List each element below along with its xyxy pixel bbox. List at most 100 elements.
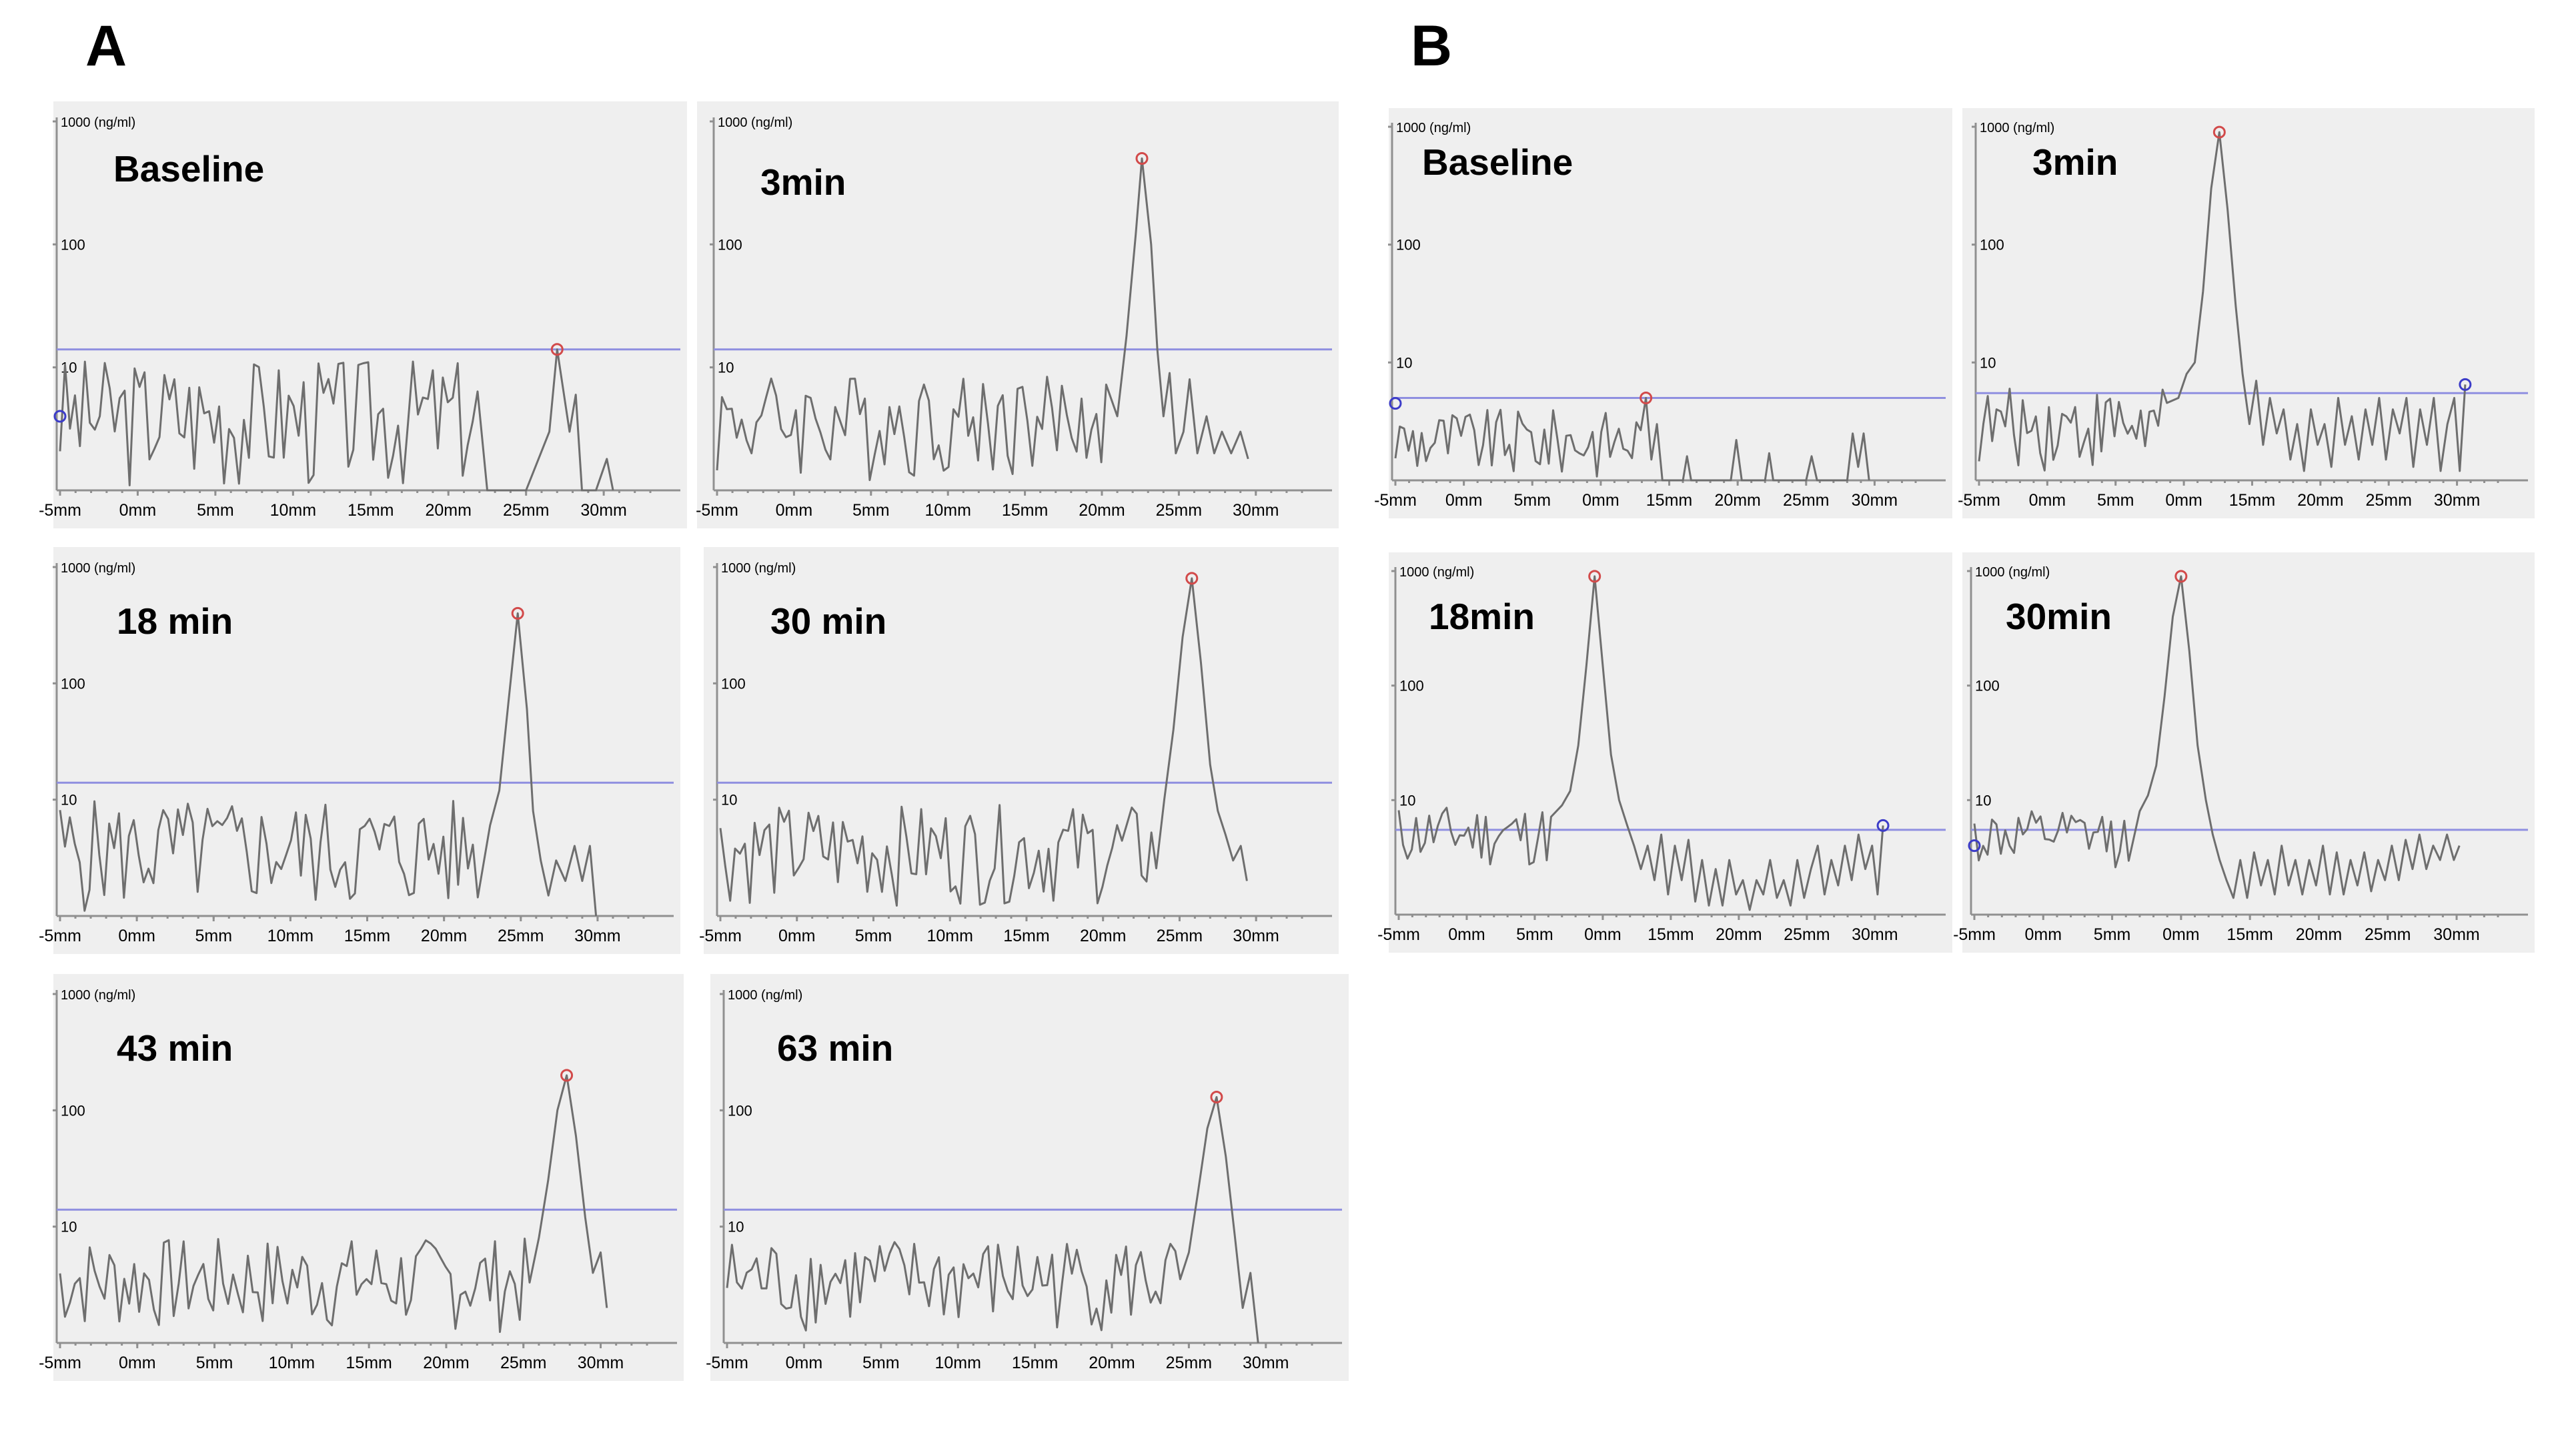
chart-b-3: 1000 (ng/ml) 100 10 -5mm 0mm 5mm 0mm 15mm 20mm 25… [1377, 552, 1952, 953]
chart-svg: 1000 (ng/ml) 100 10 -5mm 0mm 5mm 0mm 15mm 20mm 25… [1377, 565, 1946, 944]
chart-b-2: 1000 (ng/ml) 100 10 -5mm 0mm 5mm 0mm 15mm 20mm 25… [1958, 108, 2535, 518]
x-tick-label: 0mm [118, 927, 155, 945]
y-tick-label: 10 [1980, 354, 1996, 371]
chart-title: 3min [2032, 141, 2118, 183]
x-tick-label: 15mm [1648, 925, 1694, 944]
x-tick-label: 0mm [2165, 491, 2202, 510]
x-tick-label: 0mm [778, 927, 816, 945]
x-tick-label: 5mm [197, 501, 234, 520]
x-tick-label: -5mm [39, 501, 81, 520]
x-tick-label: 25mm [503, 501, 549, 520]
y-axis-label: 1000 (ng/ml) [721, 561, 796, 576]
y-axis-label: 1000 (ng/ml) [1980, 121, 2054, 135]
red-peak-marker [1135, 151, 1149, 165]
x-tick-label: 15mm [1012, 1354, 1058, 1372]
y-tick-label: 100 [1975, 678, 2000, 694]
y-tick-label: 100 [1980, 237, 2004, 254]
y-tick-label: 10 [1399, 792, 1415, 809]
y-axis-label: 1000 (ng/ml) [1975, 565, 2050, 580]
x-tick-label: 30mm [574, 927, 620, 945]
chart-title: 43 min [117, 1027, 233, 1069]
red-peak-marker [1210, 1090, 1223, 1103]
x-tick-label: 25mm [1784, 925, 1830, 944]
x-tick-label: 10mm [267, 927, 313, 945]
concentration-trace [1973, 575, 2461, 899]
x-tick-label: 20mm [2297, 491, 2343, 510]
chart-a-2: 1000 (ng/ml) 100 10 -5mm 0mm 5mm 10mm 15mm 20mm 2… [696, 101, 1339, 528]
y-axis-label: 1000 (ng/ml) [1396, 121, 1471, 135]
x-tick-label: 0mm [1584, 925, 1622, 944]
y-tick-label: 100 [728, 1102, 752, 1119]
x-tick-label: 30mm [1852, 491, 1898, 510]
x-tick-label: 0mm [786, 1354, 823, 1372]
y-tick-label: 10 [61, 792, 77, 809]
chart-a-4: 1000 (ng/ml) 100 10 -5mm 0mm 5mm 10mm 15mm 20mm 2… [699, 547, 1339, 954]
x-tick-label: 5mm [852, 501, 890, 520]
y-tick-label: 10 [728, 1219, 744, 1236]
y-tick-label: 100 [61, 1102, 85, 1119]
chart-title: Baseline [113, 148, 264, 189]
x-tick-label: 30mm [580, 501, 626, 520]
red-peak-marker [511, 606, 524, 620]
x-tick-label: 0mm [1445, 491, 1483, 510]
x-tick-label: 10mm [270, 501, 316, 520]
concentration-trace [719, 577, 1248, 907]
chart-a-5: 1000 (ng/ml) 100 10 -5mm 0mm 5mm 10mm 15mm 20mm 2… [39, 974, 684, 1381]
x-tick-label: 5mm [195, 927, 232, 945]
red-peak-marker [560, 1069, 574, 1082]
y-axis-label: 1000 (ng/ml) [728, 988, 802, 1003]
x-tick-label: 10mm [269, 1354, 315, 1372]
x-tick-label: 15mm [1002, 501, 1048, 520]
x-tick-label: 20mm [2296, 925, 2342, 944]
chart-title: 30min [2006, 596, 2112, 637]
x-tick-label: 10mm [924, 501, 971, 520]
x-tick-label: 5mm [855, 927, 892, 945]
y-tick-label: 100 [718, 236, 742, 253]
y-axis-label: 1000 (ng/ml) [61, 988, 135, 1003]
concentration-trace [726, 1096, 1259, 1344]
chart-svg: 1000 (ng/ml) 100 10 -5mm 0mm 5mm 10mm 15mm 20mm 2… [706, 988, 1342, 1372]
red-peak-marker [550, 343, 564, 356]
x-tick-label: 5mm [1516, 925, 1553, 944]
x-tick-label: 0mm [119, 501, 157, 520]
x-tick-label: 0mm [1448, 925, 1485, 944]
y-tick-label: 100 [61, 675, 85, 692]
x-tick-label: 25mm [498, 927, 544, 945]
x-tick-label: 20mm [421, 927, 467, 945]
panel-letter-b: B [1411, 14, 1453, 78]
y-axis-label: 1000 (ng/ml) [61, 115, 135, 130]
x-tick-label: -5mm [696, 501, 738, 520]
x-tick-label: 30mm [2433, 925, 2479, 944]
x-tick-label: 30mm [578, 1354, 624, 1372]
x-tick-label: 10mm [926, 927, 973, 945]
panel-letter-a: A [85, 14, 127, 78]
x-tick-label: 20mm [426, 501, 472, 520]
chart-b-4: 1000 (ng/ml) 100 10 -5mm 0mm 5mm 0mm 15mm 20mm 25… [1953, 552, 2535, 953]
concentration-trace [59, 1074, 608, 1333]
chart-svg: 1000 (ng/ml) 100 10 -5mm 0mm 5mm 10mm 15mm 20mm 2… [39, 115, 680, 520]
y-tick-label: 100 [1396, 237, 1421, 254]
y-axis-label: 1000 (ng/ml) [718, 115, 792, 130]
chart-title: 63 min [777, 1027, 893, 1069]
x-tick-label: 20mm [1089, 1354, 1135, 1372]
chart-svg: 1000 (ng/ml) 100 10 -5mm 0mm 5mm 0mm 15mm 20mm 25… [1958, 121, 2528, 510]
x-tick-label: -5mm [1374, 491, 1417, 510]
x-tick-label: 25mm [500, 1354, 546, 1372]
chart-svg: 1000 (ng/ml) 100 10 -5mm 0mm 5mm 10mm 15mm 20mm 2… [39, 988, 677, 1372]
y-tick-label: 10 [1975, 792, 1991, 809]
x-tick-label: 15mm [1646, 491, 1692, 510]
x-tick-label: -5mm [1377, 925, 1420, 944]
concentration-trace [1394, 397, 1870, 482]
x-tick-label: -5mm [39, 927, 81, 945]
chart-title: 18 min [117, 600, 233, 642]
chart-svg: 1000 (ng/ml) 100 10 -5mm 0mm 5mm 0mm 15mm 20mm 25… [1374, 121, 1946, 510]
x-tick-label: -5mm [39, 1354, 81, 1372]
chart-a-3: 1000 (ng/ml) 100 10 -5mm 0mm 5mm 10mm 15mm 20mm 2… [39, 547, 680, 954]
concentration-trace [59, 612, 598, 917]
x-tick-label: -5mm [706, 1354, 748, 1372]
x-tick-label: 25mm [1783, 491, 1829, 510]
x-tick-label: 20mm [1080, 927, 1126, 945]
concentration-trace [1397, 575, 1884, 911]
x-tick-label: 20mm [1714, 491, 1760, 510]
x-tick-label: 25mm [1157, 927, 1203, 945]
